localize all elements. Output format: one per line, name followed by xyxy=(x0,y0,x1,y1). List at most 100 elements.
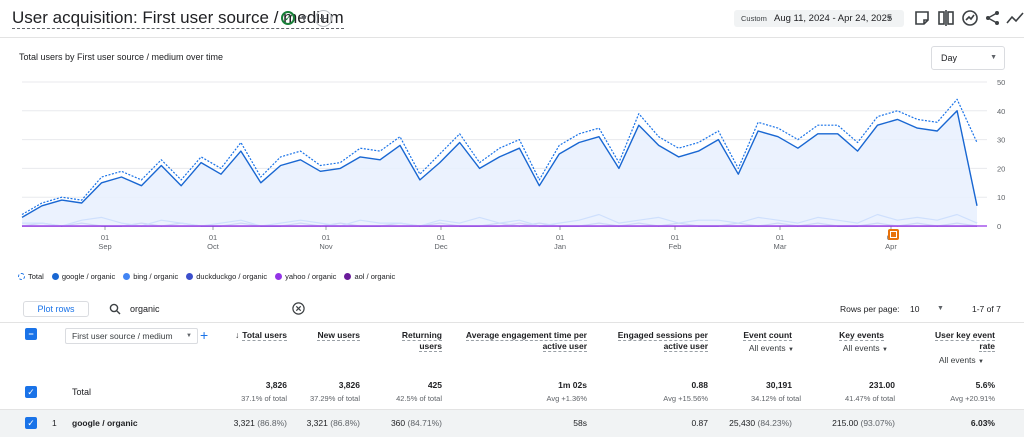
trend-icon[interactable] xyxy=(1006,9,1024,27)
user-key-event-rate-filter[interactable]: All events ▼ xyxy=(939,355,984,368)
key-events-filter[interactable]: All events ▼ xyxy=(843,343,888,356)
dimension-select[interactable]: First user source / medium ▼ xyxy=(65,328,198,344)
legend-swatch xyxy=(344,272,352,280)
col-label: User key event xyxy=(934,330,995,341)
user-key-event-rate-sub: Avg +20.91% xyxy=(950,394,995,403)
legend-label: bing / organic xyxy=(133,271,179,281)
legend-item[interactable]: yahoo / organic xyxy=(275,270,336,282)
search-icon xyxy=(109,303,121,315)
col-event-count[interactable]: Event count xyxy=(743,330,792,341)
interval-select[interactable]: Day ▼ xyxy=(931,46,1005,70)
x-tick-month: Sep xyxy=(98,242,111,251)
annotation-icon[interactable] xyxy=(913,9,931,27)
col-label: active user xyxy=(663,341,708,352)
pagination-text: 1-7 of 7 xyxy=(972,304,1001,314)
col-label: Total users xyxy=(242,330,287,341)
table-row[interactable]: ✓ 1 google / organic 3,321 (86.8%) 3,321… xyxy=(0,409,1024,437)
row-returning-users: 360 (84.71%) xyxy=(391,418,442,429)
table-divider xyxy=(0,322,1024,323)
value: 25,430 xyxy=(729,418,756,428)
row-checkbox[interactable]: ✓ xyxy=(25,417,37,429)
add-comparison-button[interactable]: + xyxy=(315,10,332,27)
totals-checkbox[interactable]: ✓ xyxy=(25,386,37,398)
row-dimension-value[interactable]: google / organic xyxy=(72,418,138,429)
event-count-value: 30,191 xyxy=(766,380,792,390)
y-tick-label: 30 xyxy=(997,136,1005,145)
legend-item[interactable]: bing / organic xyxy=(123,270,178,282)
col-key-events[interactable]: Key events xyxy=(839,330,884,341)
col-label: New users xyxy=(317,330,360,341)
row-event-count: 25,430 (84.23%) xyxy=(729,418,792,429)
col-label: Key events xyxy=(839,330,884,341)
col-returning-users[interactable]: Returning users xyxy=(401,330,442,352)
chevron-down-icon: ▼ xyxy=(186,333,192,339)
clear-search-icon[interactable] xyxy=(292,302,305,315)
check-circle-icon[interactable]: ✓ xyxy=(281,11,295,25)
legend-label: duckduckgo / organic xyxy=(196,271,268,281)
row-total-users: 3,321 (86.8%) xyxy=(234,418,287,429)
returning-users-sub: 42.5% of total xyxy=(396,394,442,403)
chevron-down-icon[interactable]: ▼ xyxy=(937,305,944,312)
engaged-sessions-sub: Avg +15.56% xyxy=(663,394,708,403)
plot-rows-button[interactable]: Plot rows xyxy=(23,301,89,317)
share-icon[interactable] xyxy=(984,9,1002,27)
col-avg-engagement[interactable]: Average engagement time per active user xyxy=(465,330,587,352)
x-tick-day: 01 xyxy=(209,233,217,242)
x-tick-day: 01 xyxy=(437,233,445,242)
value: 360 xyxy=(390,418,406,428)
legend-item[interactable]: google / organic xyxy=(51,270,116,282)
legend-item[interactable]: aol / organic xyxy=(344,270,395,282)
pct: (84.71%) xyxy=(407,418,443,428)
col-label: Event count xyxy=(743,330,792,341)
event-count-sub: 34.12% of total xyxy=(750,394,801,403)
interval-value: Day xyxy=(941,53,958,63)
date-range-picker[interactable]: Custom Aug 11, 2024 - Apr 24, 2025 ▼ xyxy=(734,10,904,27)
x-tick-day: 01 xyxy=(671,233,679,242)
date-range-type: Custom xyxy=(741,14,767,23)
engaged-sessions-value: 0.88 xyxy=(691,380,708,390)
chevron-down-icon[interactable]: ▼ xyxy=(299,13,309,23)
report-header: User acquisition: First user source / me… xyxy=(0,0,1024,38)
add-dimension-button[interactable]: + xyxy=(200,327,209,343)
pct: (86.8%) xyxy=(330,418,360,428)
y-tick-label: 0 xyxy=(997,222,1001,231)
legend-item[interactable]: duckduckgo / organic xyxy=(186,270,267,282)
legend-swatch xyxy=(51,272,59,280)
rows-per-page-select[interactable]: 10 xyxy=(910,304,920,314)
rows-per-page-label: Rows per page: xyxy=(840,304,900,314)
totals-label: Total xyxy=(72,387,92,397)
search-input[interactable] xyxy=(130,302,280,316)
col-label: users xyxy=(419,341,442,352)
insights-icon[interactable] xyxy=(961,9,979,27)
select-all-checkbox[interactable]: − xyxy=(25,328,37,340)
col-user-key-event-rate[interactable]: User key event rate xyxy=(934,330,995,352)
y-tick-label: 50 xyxy=(997,78,1005,87)
filter-value: All events xyxy=(748,343,786,353)
returning-users-value: 425 xyxy=(427,380,442,390)
x-tick-month: Dec xyxy=(434,242,448,251)
new-users-value: 3,826 xyxy=(338,380,360,390)
line-chart[interactable]: 5040302010001Sep01Oct01Nov01Dec01Jan01Fe… xyxy=(0,70,1024,266)
event-count-filter[interactable]: All events ▼ xyxy=(749,343,794,356)
x-tick-month: Oct xyxy=(207,242,220,251)
legend-swatch xyxy=(275,272,283,280)
row-key-events: 215.00 (93.07%) xyxy=(832,418,895,429)
series-area-google-organic xyxy=(22,110,977,226)
filter-value: All events xyxy=(842,343,880,353)
col-new-users[interactable]: New users xyxy=(317,330,360,341)
pct: (86.8%) xyxy=(257,418,287,428)
new-users-sub: 37.29% of total xyxy=(309,394,360,403)
page-title[interactable]: User acquisition: First user source / me… xyxy=(12,8,344,29)
legend-label: google / organic xyxy=(61,271,116,281)
legend-label: Total xyxy=(28,271,44,281)
col-engaged-sessions[interactable]: Engaged sessions per active user xyxy=(617,330,708,352)
col-total-users[interactable]: ↓ Total users xyxy=(235,330,287,341)
compare-icon[interactable] xyxy=(937,9,955,27)
legend-item[interactable]: Total xyxy=(18,270,44,282)
legend-swatch xyxy=(18,272,25,280)
row-index: 1 xyxy=(52,418,57,428)
date-range-value: Aug 11, 2024 - Apr 24, 2025 xyxy=(774,13,893,24)
x-tick-month: Apr xyxy=(885,242,897,251)
chevron-down-icon: ▼ xyxy=(882,347,888,353)
col-label: rate xyxy=(979,341,995,352)
